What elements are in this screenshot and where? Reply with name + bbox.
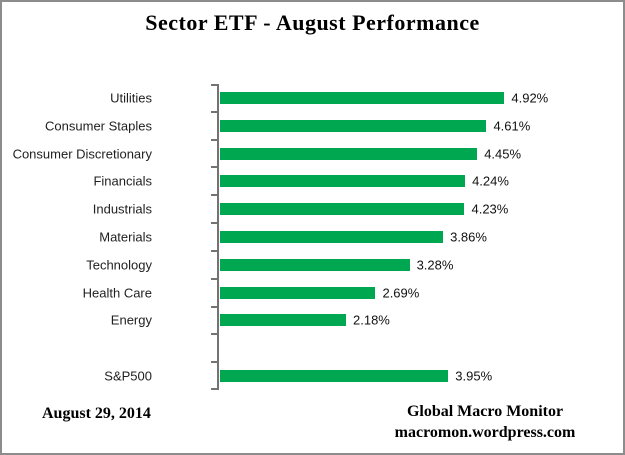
category-label: S&P500 xyxy=(104,368,152,384)
chart-row-technology: Technology 3.28% xyxy=(2,251,623,279)
category-label: Energy xyxy=(110,312,152,328)
value-label: 2.18% xyxy=(353,312,390,328)
value-label: 4.23% xyxy=(471,201,509,217)
axis-tick xyxy=(211,361,217,364)
chart-row-s-p500: S&P500 3.95% xyxy=(2,362,623,390)
category-label: Financials xyxy=(93,173,152,189)
category-axis-line xyxy=(217,84,219,390)
bar-health-care xyxy=(220,286,376,299)
bar-energy xyxy=(220,314,346,327)
footer-source-url: macromon.wordpress.com xyxy=(394,424,576,441)
category-label: Health Care xyxy=(82,285,152,301)
category-label: Industrials xyxy=(92,201,152,217)
bar-utilities xyxy=(220,91,505,104)
bar-materials xyxy=(220,230,444,243)
axis-tick xyxy=(211,166,217,169)
category-label: Consumer Staples xyxy=(45,118,152,134)
chart-row-financials: Financials 4.24% xyxy=(2,167,623,195)
value-label: 4.92% xyxy=(511,90,549,106)
chart-row-consumer-discretionary: Consumer Discretionary 4.45% xyxy=(2,140,623,168)
value-label: 2.69% xyxy=(382,285,420,301)
footer-date: August 29, 2014 xyxy=(42,405,151,422)
bar-technology xyxy=(220,258,410,271)
bar-consumer-discretionary xyxy=(220,147,478,160)
value-label: 3.86% xyxy=(450,229,487,245)
bar-consumer-staples xyxy=(220,119,487,132)
bar-s-p500 xyxy=(220,370,449,383)
chart-title: Sector ETF - August Performance xyxy=(145,10,480,35)
footer-source: Global Macro Monitor macromon.wordpress.… xyxy=(360,401,610,443)
axis-tick xyxy=(211,84,217,86)
value-label: 3.28% xyxy=(416,257,454,273)
category-label: Materials xyxy=(99,229,152,245)
axis-tick xyxy=(211,249,217,252)
value-label: 4.45% xyxy=(484,146,522,162)
axis-tick xyxy=(211,305,217,308)
chart-row-materials: Materials 3.86% xyxy=(2,223,623,251)
category-label: Utilities xyxy=(110,90,152,106)
axis-tick xyxy=(211,333,217,336)
axis-tick xyxy=(211,194,217,197)
category-label: Consumer Discretionary xyxy=(12,146,152,162)
value-label: 3.95% xyxy=(455,368,493,384)
chart-row-utilities: Utilities 4.92% xyxy=(2,84,623,112)
axis-tick xyxy=(211,110,217,113)
value-label: 4.61% xyxy=(493,118,531,134)
chart-row-gap xyxy=(2,334,623,362)
value-label: 4.24% xyxy=(472,173,509,189)
axis-tick xyxy=(211,388,217,390)
axis-tick xyxy=(211,222,217,225)
axis-tick xyxy=(211,138,217,141)
chart-row-health-care: Health Care 2.69% xyxy=(2,279,623,307)
footer-source-name: Global Macro Monitor xyxy=(406,403,564,420)
chart-row-energy: Energy 2.18% xyxy=(2,307,623,335)
bar-industrials xyxy=(220,203,465,216)
chart-row-industrials: Industrials 4.23% xyxy=(2,195,623,223)
chart-row-consumer-staples: Consumer Staples 4.61% xyxy=(2,112,623,140)
axis-tick xyxy=(211,277,217,280)
bar-financials xyxy=(220,175,466,188)
plot-area: Utilities 4.92% Consumer Staples 4.61% Consu… xyxy=(2,84,623,390)
category-label: Technology xyxy=(86,257,152,273)
